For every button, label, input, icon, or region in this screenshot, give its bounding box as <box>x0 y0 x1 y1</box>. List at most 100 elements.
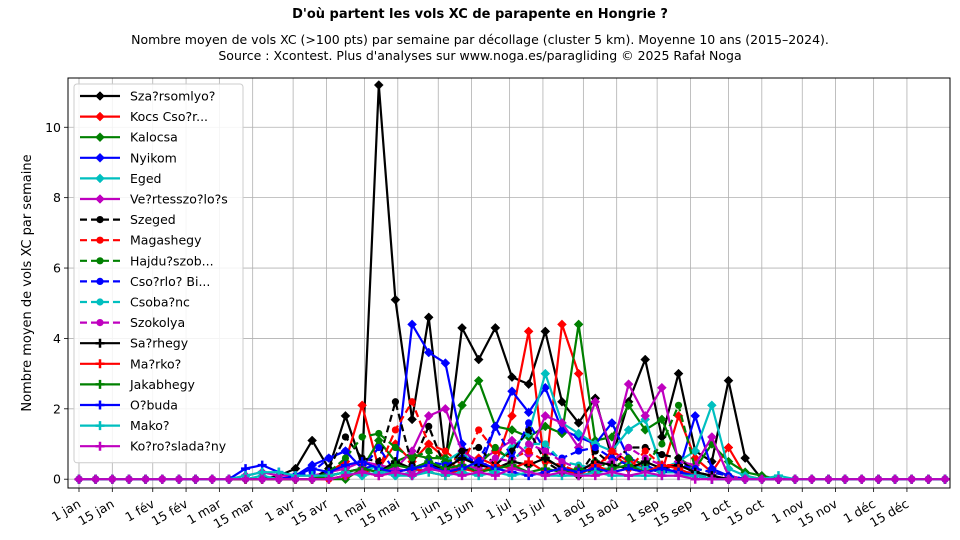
data-point <box>540 453 550 463</box>
data-point <box>523 326 534 337</box>
x-tick-label: 15 jun <box>434 496 475 529</box>
data-point <box>724 474 734 484</box>
data-point <box>373 80 384 90</box>
data-point <box>557 319 567 330</box>
data-point <box>640 467 650 477</box>
x-tick-label: 15 jan <box>75 496 116 528</box>
x-tick-label: 1 jul <box>483 496 514 522</box>
legend-label: Mako? <box>130 418 170 433</box>
legend-label: O?buda <box>130 398 178 413</box>
data-point <box>358 433 366 441</box>
data-point <box>340 471 350 481</box>
data-point <box>590 396 601 407</box>
data-point <box>657 471 667 481</box>
data-point <box>357 400 367 411</box>
legend-entry: Magashegy <box>80 233 202 248</box>
data-point <box>525 447 533 455</box>
x-tick-label: 15 avr <box>289 495 332 528</box>
data-point <box>91 474 101 484</box>
data-point <box>95 173 105 184</box>
legend-label: Kocs Cso?r... <box>130 109 208 124</box>
y-tick-label: 6 <box>53 261 61 276</box>
data-point <box>507 411 517 421</box>
chart-subtitle-line-1: Nombre moyen de vols XC (>100 pts) par s… <box>131 32 829 47</box>
data-point <box>95 379 105 389</box>
data-point <box>474 457 484 467</box>
legend-entry: Kalocsa <box>80 130 178 145</box>
data-point <box>757 474 767 484</box>
data-point <box>95 152 105 163</box>
data-point <box>573 418 584 428</box>
data-point <box>341 447 350 455</box>
legend-label: Ko?ro?slada?ny <box>130 439 227 454</box>
legend-label: Jakabhegy <box>129 377 196 392</box>
data-point <box>95 359 105 369</box>
data-point <box>573 368 584 379</box>
data-point <box>507 464 517 474</box>
data-point <box>541 440 549 448</box>
data-point <box>658 450 666 459</box>
data-point <box>491 454 499 462</box>
data-point <box>96 257 104 265</box>
y-axis: 0 2 4 6 8 10 <box>45 120 68 487</box>
data-point <box>773 474 783 484</box>
data-point <box>408 398 416 406</box>
plot-frame <box>67 77 951 489</box>
data-point <box>525 419 533 427</box>
y-tick-label: 2 <box>53 401 61 416</box>
data-point <box>640 411 651 421</box>
legend-label: Cso?rlo? Bi... <box>130 274 210 289</box>
data-point <box>490 471 500 481</box>
data-point <box>523 407 534 418</box>
legend-entry: Eged <box>80 171 161 186</box>
data-point <box>474 467 484 477</box>
data-point <box>375 443 383 452</box>
data-point <box>241 474 251 484</box>
data-point <box>707 474 717 484</box>
data-point <box>423 312 434 323</box>
data-point <box>624 471 634 481</box>
data-point <box>591 443 599 452</box>
data-point <box>540 368 551 379</box>
data-point <box>540 471 550 481</box>
data-point <box>441 447 449 455</box>
data-point <box>95 421 105 431</box>
legend-label: Ma?rko? <box>130 356 181 371</box>
data-point <box>475 426 483 434</box>
data-point <box>674 401 683 409</box>
data-point <box>558 458 566 466</box>
data-point <box>375 429 383 438</box>
data-point <box>907 474 917 484</box>
data-point <box>475 443 483 452</box>
data-point <box>541 447 549 455</box>
chart-title: D'où partent les vols XC de parapente en… <box>292 7 668 22</box>
legend-label: Sa?rhegy <box>130 336 189 351</box>
legend-entry: Ko?ro?slada?ny <box>80 439 227 454</box>
data-point <box>657 414 667 425</box>
legend-label: Hajdu?szob... <box>130 253 214 268</box>
data-point <box>157 474 167 484</box>
data-point <box>674 454 683 462</box>
data-point <box>623 379 634 390</box>
data-point <box>706 400 717 411</box>
data-point <box>575 447 583 455</box>
legend-entry: Szeged <box>80 212 176 227</box>
legend-label: Csoba?nc <box>130 295 190 310</box>
data-point <box>440 358 451 368</box>
data-point <box>523 379 534 390</box>
data-point <box>425 422 433 431</box>
data-point <box>723 442 734 453</box>
data-point <box>224 474 234 484</box>
data-point <box>890 474 900 484</box>
data-point <box>423 347 434 358</box>
data-point <box>657 382 667 393</box>
data-point <box>307 474 317 484</box>
y-tick-label: 10 <box>45 120 61 135</box>
data-point <box>390 467 400 477</box>
data-point <box>96 236 104 244</box>
data-point <box>325 454 333 462</box>
x-tick-label: 15 sep <box>651 496 695 530</box>
data-point <box>257 474 267 484</box>
data-point <box>507 386 517 397</box>
